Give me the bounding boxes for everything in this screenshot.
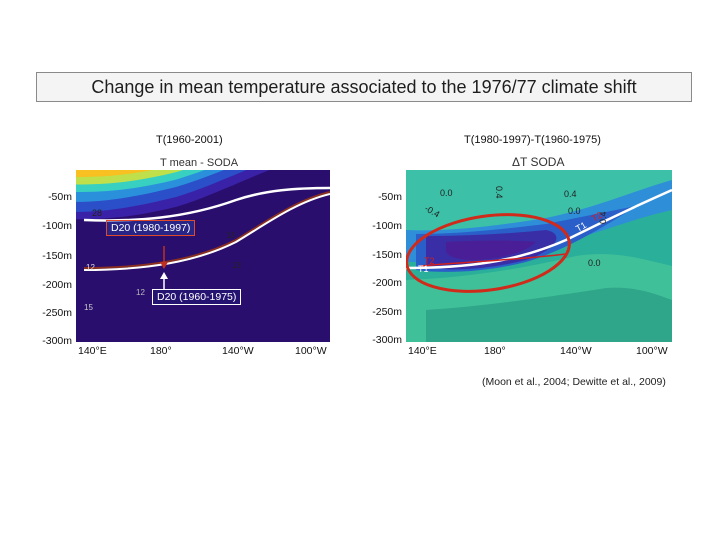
contour-label: 0.4: [598, 211, 608, 224]
contour-label: 0.0: [588, 258, 601, 268]
right-x-tick: 180°: [484, 345, 506, 357]
callout-d20-1980-1997: D20 (1980-1997): [106, 220, 196, 236]
contour-label: 15: [84, 303, 93, 312]
left-x-tick: 100°W: [295, 345, 327, 357]
contour-label: 28: [92, 208, 102, 218]
right-x-tick: 100°W: [636, 345, 668, 357]
right-y-tick: -50m: [378, 191, 402, 203]
contour-label: 12: [136, 288, 145, 297]
right-d20-1980-1997-line: [419, 253, 567, 267]
left-x-tick: 140°W: [222, 345, 254, 357]
d20-1980-1997-line: [83, 191, 330, 269]
left-y-tick: -50m: [48, 191, 72, 203]
left-temperature-section: 28 12 13 13 15 12: [76, 170, 330, 342]
page-title: Change in mean temperature associated to…: [91, 76, 637, 97]
right-y-tick: -250m: [372, 306, 402, 318]
anomaly-highlight-ellipse: [406, 213, 571, 293]
left-color-bands: [76, 170, 330, 342]
right-y-tick: -100m: [372, 220, 402, 232]
left-y-tick: -250m: [42, 307, 72, 319]
title-box: Change in mean temperature associated to…: [36, 72, 692, 102]
left-white-contour: [83, 193, 330, 271]
right-y-tick: -150m: [372, 249, 402, 261]
contour-label: 13: [226, 231, 235, 240]
contour-label: 0.0: [568, 206, 581, 216]
right-y-tick: -300m: [372, 334, 402, 346]
contour-label: T2: [590, 210, 604, 224]
left-y-tick: -300m: [42, 335, 72, 347]
left-y-tick: -200m: [42, 279, 72, 291]
contour-label: 12: [86, 263, 95, 272]
arrow-1960-head: [160, 272, 168, 279]
citation: (Moon et al., 2004; Dewitte et al., 2009…: [482, 376, 666, 388]
right-x-tick: 140°E: [408, 345, 437, 357]
contour-label: T1: [574, 220, 588, 234]
right-panel-title: ΔT SODA: [512, 155, 565, 169]
left-panel-header: T(1960-2001): [156, 134, 223, 146]
right-x-tick: 140°W: [560, 345, 592, 357]
right-d20-1960-1975-line: [406, 188, 672, 270]
contour-label: T2: [424, 256, 435, 266]
right-y-tick: -200m: [372, 277, 402, 289]
contour-label: 0.0: [440, 188, 453, 198]
arrow-1980-head: [160, 262, 168, 269]
contour-label: T1: [418, 264, 429, 274]
left-y-tick: -150m: [42, 250, 72, 262]
left-y-tick: -100m: [42, 220, 72, 232]
right-panel-header: T(1980-1997)-T(1960-1975): [464, 134, 601, 146]
contour-label: 0.4: [494, 186, 504, 199]
left-panel-title: T mean - SODA: [160, 157, 239, 169]
left-x-tick: 140°E: [78, 345, 107, 357]
contour-label: 0.4: [564, 189, 577, 199]
contour-label: 13: [232, 261, 241, 270]
left-x-tick: 180°: [150, 345, 172, 357]
callout-d20-1960-1975: D20 (1960-1975): [152, 289, 242, 305]
right-anomaly-section: 0.0 0.4 -0.4 0.4 0.0 0.4 T1 T2 T2 T1 0.0: [406, 170, 672, 342]
